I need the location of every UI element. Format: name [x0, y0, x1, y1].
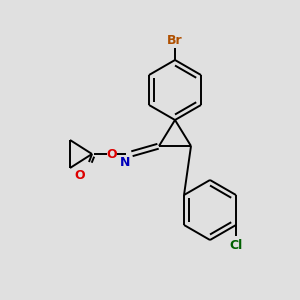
- Text: Br: Br: [167, 34, 183, 47]
- Text: N: N: [120, 156, 130, 169]
- Text: Cl: Cl: [230, 239, 243, 252]
- Text: O: O: [74, 169, 85, 182]
- Text: O: O: [107, 148, 117, 160]
